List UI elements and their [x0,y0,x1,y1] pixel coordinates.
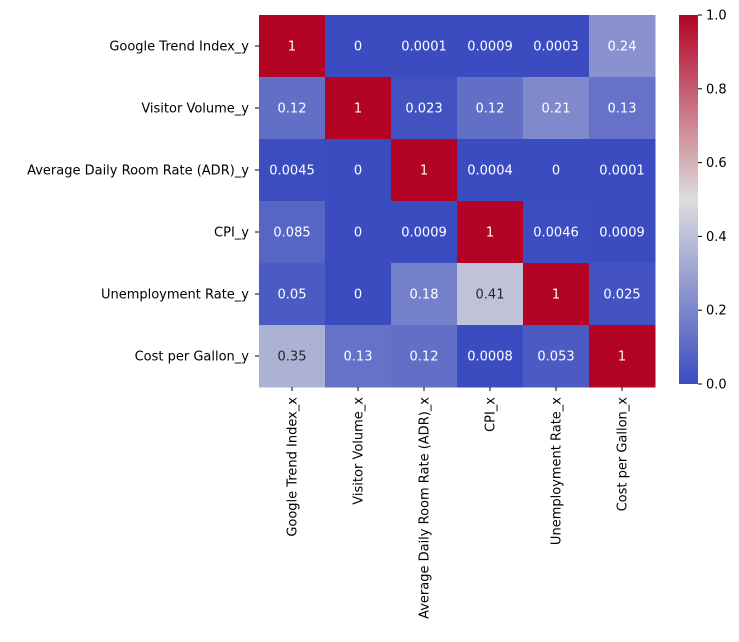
cell-value-label: 0.0009 [599,226,645,241]
heatmap-cell [391,15,458,78]
x-tick-label: CPI_x [484,397,499,432]
heatmap-cell [259,139,326,202]
heatmap-cell [589,77,656,140]
cell-value-label: 0.12 [476,102,505,117]
colorbar-tick-label: 0.2 [706,304,727,319]
heatmap-cell [457,15,524,78]
cell-value-label: 0.41 [476,288,505,303]
heatmap-cell [325,325,392,388]
heatmap-cell [589,139,656,202]
heatmap-cell [523,263,590,326]
y-axis: Google Trend Index_y Visitor Volume_y Aver… [27,40,259,365]
x-tick-label: Unemployment Rate_x [550,397,565,545]
cell-value-label: 1 [618,350,626,365]
heatmap-cell [391,77,458,140]
cell-value-label: 1 [552,288,560,303]
heatmap-cell [589,263,656,326]
cell-value-label: 0 [354,164,362,179]
cell-value-label: 1 [420,164,428,179]
colorbar-tick-label: 1.0 [706,9,727,24]
heatmap-cell [391,263,458,326]
heatmap-cell [523,201,590,264]
cell-value-label: 0.023 [405,102,442,117]
cell-value-label: 0.0001 [401,40,447,55]
x-tick-label: Visitor Volume_x [352,397,367,505]
heatmap-cell [325,77,392,140]
y-tick-label: Unemployment Rate_y [101,288,249,303]
colorbar-gradient [679,15,698,384]
heatmap-cell [457,77,524,140]
heatmap-cell [523,139,590,202]
cell-value-label: 0.18 [410,288,439,303]
x-axis: Google Trend Index_x Visitor Volume_x Aver… [286,387,631,619]
cell-value-label: 0.0008 [467,350,513,365]
y-tick-label: Average Daily Room Rate (ADR)_y [27,164,249,179]
heatmap-cell [589,201,656,264]
heatmap-cell [259,263,326,326]
colorbar-tick-label: 0.4 [706,230,727,245]
heatmap-cell [391,201,458,264]
cell-value-label: 1 [288,40,296,55]
x-tick-label: Average Daily Room Rate (ADR)_x [418,397,433,619]
cell-value-label: 0.05 [278,288,307,303]
cell-value-label: 0 [354,40,362,55]
colorbar-tick-label: 0.0 [706,378,727,393]
cell-value-label: 0.13 [344,350,373,365]
cell-value-label: 0.0009 [401,226,447,241]
heatmap-cell [325,201,392,264]
heatmap-cells [259,15,656,388]
colorbar: 0.0 0.2 0.4 0.6 0.8 1.0 [679,9,727,393]
heatmap-cell [259,77,326,140]
heatmap-cell [325,139,392,202]
cell-value-label: 0.13 [608,102,637,117]
heatmap-cell [523,325,590,388]
heatmap-cell [325,15,392,78]
heatmap-cell [259,325,326,388]
cell-value-label: 0 [552,164,560,179]
y-tick-label: Cost per Gallon_y [135,350,250,365]
heatmap-cell [457,201,524,264]
cell-value-label: 0.35 [278,350,307,365]
cell-value-label: 0.12 [278,102,307,117]
cell-value-label: 0.0001 [599,164,645,179]
heatmap-cell [259,201,326,264]
heatmap-cell [259,15,326,78]
cell-value-label: 0 [354,288,362,303]
cell-value-label: 0.053 [537,350,574,365]
cell-value-label: 0.12 [410,350,439,365]
heatmap-cell [589,15,656,78]
cell-value-label: 0.085 [273,226,310,241]
heatmap-cell [457,325,524,388]
heatmap-cell [523,15,590,78]
cell-value-label: 0.24 [608,40,637,55]
cell-value-label: 1 [354,102,362,117]
cell-value-label: 0 [354,226,362,241]
cell-value-label: 0.0009 [467,40,513,55]
cell-value-label: 0.0003 [533,40,579,55]
cell-value-label: 0.025 [603,288,640,303]
cell-annotations: 1 0 0.0001 0.0009 0.0003 0.24 0.12 1 0.023 0.12 0.… [269,40,645,365]
cell-value-label: 0.0046 [533,226,579,241]
heatmap-cell [589,325,656,388]
x-tick-label: Google Trend Index_x [286,397,301,537]
cell-value-label: 1 [486,226,494,241]
heatmap-cell [391,325,458,388]
cell-value-label: 0.21 [542,102,571,117]
heatmap-cell [457,139,524,202]
heatmap-cell [391,139,458,202]
y-tick-label: CPI_y [214,226,249,241]
x-tick-label: Cost per Gallon_x [616,397,631,512]
colorbar-tick-label: 0.8 [706,82,727,97]
cell-value-label: 0.0004 [467,164,513,179]
y-tick-label: Google Trend Index_y [109,40,249,55]
cell-value-label: 0.0045 [269,164,315,179]
y-tick-label: Visitor Volume_y [141,102,249,117]
heatmap-cell [325,263,392,326]
heatmap-cell [457,263,524,326]
colorbar-tick-label: 0.6 [706,156,727,171]
heatmap-cell [523,77,590,140]
